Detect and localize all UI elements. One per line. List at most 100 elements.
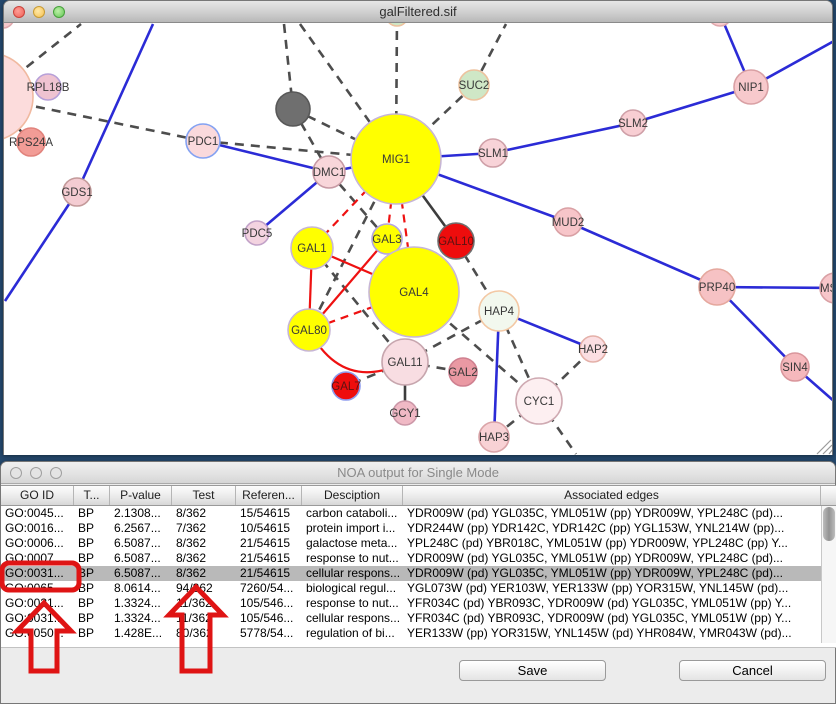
network-node-PDC1[interactable] xyxy=(185,123,221,159)
network-node-SUC2[interactable] xyxy=(458,69,490,101)
column-header-desciption[interactable]: Desciption xyxy=(302,486,403,505)
network-edge[interactable] xyxy=(538,348,594,402)
table-row[interactable]: GO:0045... BP 2.1308... 8/362 15/54615 carbon… xyxy=(1,506,821,521)
network-node-RPL18B[interactable] xyxy=(34,73,62,101)
network-edge[interactable] xyxy=(75,23,155,193)
network-node-GAL1[interactable] xyxy=(290,226,334,270)
network-node-HAP2[interactable] xyxy=(579,335,607,363)
network-edge[interactable] xyxy=(632,85,752,125)
graph-window-titlebar[interactable]: galFiltered.sif xyxy=(4,1,832,23)
close-button[interactable] xyxy=(13,6,25,18)
table-cell: 11/362 xyxy=(176,611,212,625)
table-cell: 2.1308... xyxy=(114,506,161,520)
network-node-SLM2[interactable] xyxy=(619,109,647,137)
network-node-GCY1[interactable] xyxy=(392,400,418,426)
network-node-MUD2[interactable] xyxy=(553,207,583,237)
cancel-button[interactable]: Cancel xyxy=(679,660,826,681)
noa-window-title: NOA output for Single Mode xyxy=(337,465,499,480)
table-cell: biological regul... xyxy=(306,581,397,595)
network-node-toppink[interactable] xyxy=(708,23,732,27)
network-node-SLM1[interactable] xyxy=(478,138,508,168)
table-cell: BP xyxy=(78,566,95,580)
network-node-GAL11[interactable] xyxy=(381,338,429,386)
network-edge[interactable] xyxy=(537,400,578,455)
table-row[interactable]: GO:0016... BP 6.2567... 7/362 10/54615 protei… xyxy=(1,521,821,536)
table-cell: galactose meta... xyxy=(306,536,398,550)
network-node-NIP1[interactable] xyxy=(733,69,769,105)
minimize-button[interactable] xyxy=(30,467,42,479)
table-row[interactable]: GO:0031... BP 1.3324... 11/362 105/546... cel… xyxy=(1,611,821,626)
resize-grip[interactable] xyxy=(816,439,832,455)
network-edge[interactable] xyxy=(716,285,832,290)
table-row[interactable]: GO:0050... BP 1.428E... 80/362 5778/54... reg… xyxy=(1,626,821,641)
network-node-GAL7[interactable] xyxy=(331,371,361,401)
table-cell: 6.5087... xyxy=(114,566,161,580)
network-edge[interactable] xyxy=(395,84,475,160)
network-node-DMC1[interactable] xyxy=(312,155,346,189)
network-edge[interactable] xyxy=(492,310,501,438)
save-button[interactable]: Save xyxy=(459,660,606,681)
network-node-CYC1[interactable] xyxy=(515,377,563,425)
network-node-GAL80[interactable] xyxy=(287,308,331,352)
network-node-HAP4[interactable] xyxy=(478,290,520,332)
network-node-topgreen[interactable] xyxy=(386,23,408,27)
table-cell: BP xyxy=(78,536,95,550)
node-label: GCY1 xyxy=(389,408,420,420)
minimize-button[interactable] xyxy=(33,6,45,18)
table-cell: BP xyxy=(78,521,95,535)
close-button[interactable] xyxy=(10,467,22,479)
column-header-referen[interactable]: Referen... xyxy=(236,486,302,505)
table-cell: 105/546... xyxy=(240,596,294,610)
network-node-cornerfrag[interactable] xyxy=(4,23,14,29)
column-header-test[interactable]: Test xyxy=(172,486,236,505)
network-node-gray1[interactable] xyxy=(275,91,311,127)
network-node-GAL10[interactable] xyxy=(437,222,475,260)
network-graph[interactable]: RPL18B RPS24A GDS1 PDC1 DMC1 MIG1 SUC2 SLM1 SLM2… xyxy=(4,23,832,455)
table-row[interactable]: GO:0031... BP 1.3324... 11/362 105/546... res… xyxy=(1,596,821,611)
node-label: GAL7 xyxy=(331,381,360,393)
table-cell: BP xyxy=(78,611,95,625)
network-edge[interactable] xyxy=(413,291,540,402)
scrollbar-thumb[interactable] xyxy=(823,507,835,541)
vertical-scrollbar[interactable] xyxy=(821,506,836,643)
table-cell: regulation of bi... xyxy=(306,626,395,640)
network-node-MIG1[interactable] xyxy=(350,113,442,205)
network-edge[interactable] xyxy=(492,121,634,155)
maximize-button[interactable] xyxy=(50,467,62,479)
column-header-t[interactable]: T... xyxy=(74,486,110,505)
network-edge[interactable] xyxy=(567,220,718,289)
table-cell: GO:0031... xyxy=(5,596,64,610)
network-node-RPS24A[interactable] xyxy=(16,127,46,157)
network-canvas[interactable]: RPL18B RPS24A GDS1 PDC1 DMC1 MIG1 SUC2 SLM1 SLM2… xyxy=(4,23,832,455)
network-node-GDS1[interactable] xyxy=(62,177,92,207)
table-cell: 6.5087... xyxy=(114,551,161,565)
network-edge[interactable] xyxy=(298,23,398,160)
network-node-SIN4[interactable] xyxy=(780,352,810,382)
network-node-GAL4[interactable] xyxy=(368,246,460,338)
network-edge[interactable] xyxy=(291,108,331,173)
network-node-GAL3[interactable] xyxy=(371,223,403,255)
network-node-MSL5[interactable] xyxy=(819,272,832,304)
network-node-PDC5[interactable] xyxy=(244,220,270,246)
table-row[interactable]: GO:0007... BP 6.5087... 8/362 21/54615 respon… xyxy=(1,551,821,566)
network-edge[interactable] xyxy=(310,247,407,363)
table-row[interactable]: GO:0006... BP 6.5087... 8/362 21/54615 galact… xyxy=(1,536,821,551)
column-header-associatededges[interactable]: Associated edges xyxy=(403,486,821,505)
maximize-button[interactable] xyxy=(53,6,65,18)
network-node-GAL2[interactable] xyxy=(448,357,478,387)
resize-grip[interactable] xyxy=(822,444,832,455)
network-edge[interactable] xyxy=(472,23,508,86)
network-edge[interactable] xyxy=(4,191,79,302)
column-header-pvalue[interactable]: P-value xyxy=(110,486,172,505)
network-node-bigleft[interactable] xyxy=(4,53,34,141)
resize-grip[interactable] xyxy=(828,449,832,455)
noa-window-titlebar[interactable]: NOA output for Single Mode xyxy=(1,462,835,484)
column-header-goid[interactable]: GO ID xyxy=(1,486,74,505)
table-row[interactable]: GO:0031... BP 6.5087... 8/362 21/54615 cellul… xyxy=(1,566,821,581)
network-edge[interactable] xyxy=(292,107,397,161)
network-node-PRP40[interactable] xyxy=(698,268,736,306)
network-node-HAP3[interactable] xyxy=(478,421,510,453)
network-edge[interactable] xyxy=(202,139,330,174)
table-row[interactable]: GO:0065... BP 8.0614... 94/362 7260/54... bio… xyxy=(1,581,821,596)
table-cell: YDR009W (pd) YGL035C, YML051W (pp) YDR00… xyxy=(407,506,783,520)
